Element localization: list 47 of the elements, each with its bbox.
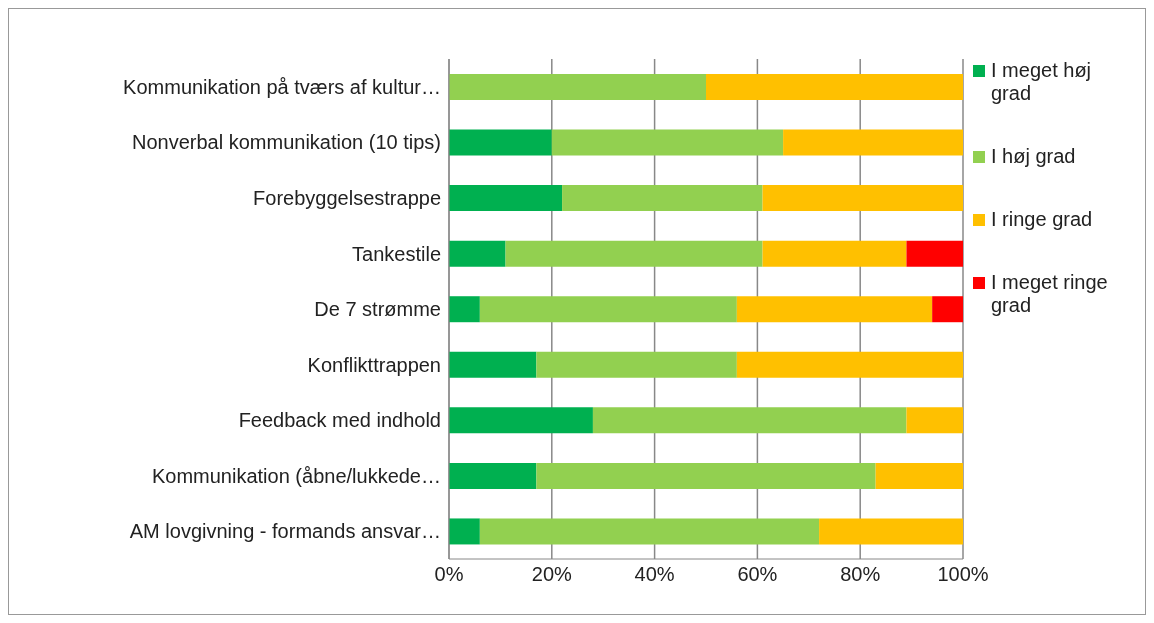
legend-label: I meget ringe grad [991,271,1109,317]
bar [449,351,537,378]
bar [762,185,963,212]
legend-label: I meget høj grad [991,59,1093,105]
y-tick-label: Feedback med indhold [238,409,441,432]
bar [562,185,763,212]
y-tick-label: De 7 strømme [314,298,441,321]
bar [479,518,820,545]
x-tick-label: 100% [937,563,989,586]
bar [875,462,963,489]
bar [449,296,480,323]
x-tick-label: 80% [840,563,881,586]
bar [449,462,537,489]
bar [505,240,763,267]
x-tick-label: 60% [737,563,778,586]
legend-label: I høj grad [991,145,1076,168]
x-tick-label: 40% [634,563,675,586]
bar [536,462,876,489]
y-tick-label: Konflikttrappen [307,353,441,376]
bar [449,518,480,545]
x-tick-label: 0% [434,563,464,586]
bar [706,74,963,100]
y-tick-label: Kommunikation (åbne/lukkede… [151,464,441,487]
bar [592,407,907,434]
bar [479,296,737,323]
bar [783,129,963,156]
bar [736,296,933,323]
y-tick-label: AM lovgivning - formands ansvar… [129,520,441,543]
y-tick-label: Tankestile [352,242,441,265]
bar [932,296,963,323]
y-tick-label: Forebyggelsestrappe [253,186,441,209]
bar [906,240,963,267]
x-tick-label: 20% [531,563,573,586]
y-tick-label: Nonverbal kommunikation (10 tips) [131,131,441,154]
bar [449,240,506,267]
bar [906,407,963,434]
bar [449,407,593,434]
bar [536,351,737,378]
bar [449,129,552,156]
bar [449,185,563,212]
y-tick-label: Kommunikation på tværs af kultur… [123,75,441,98]
bar [819,518,963,545]
bar [449,74,706,100]
legend-label: I ringe grad [991,208,1093,231]
bar [736,351,963,378]
bar [551,129,784,156]
bar [762,240,907,267]
